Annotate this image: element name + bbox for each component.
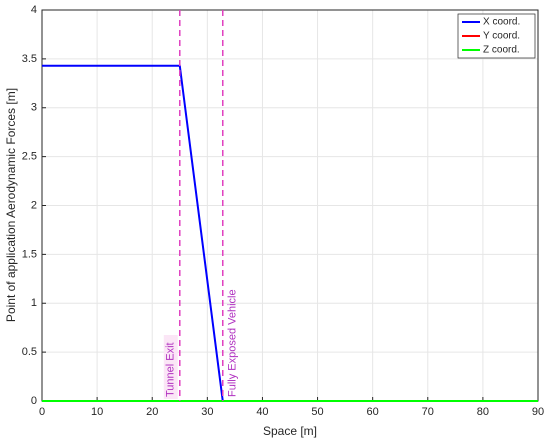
x-tick-label: 10 xyxy=(91,406,103,418)
x-tick-label: 60 xyxy=(367,406,379,418)
y-tick-label: 2 xyxy=(31,199,37,211)
y-tick-label: 1.5 xyxy=(22,248,37,260)
x-tick-label: 30 xyxy=(201,406,213,418)
x-tick-label: 90 xyxy=(532,406,544,418)
legend-label: X coord. xyxy=(483,17,520,28)
y-tick-label: 3 xyxy=(31,102,37,114)
annotation-bg xyxy=(163,335,178,399)
x-tick-label: 80 xyxy=(477,406,489,418)
annotation: Tunnel Exit xyxy=(165,342,177,397)
y-tick-label: 0 xyxy=(31,395,37,407)
y-axis-label: Point of application Aerodynamic Forces … xyxy=(4,88,18,322)
x-tick-label: 70 xyxy=(422,406,434,418)
y-tick-label: 1 xyxy=(31,297,37,309)
y-tick-label: 0.5 xyxy=(22,346,37,358)
x-tick-label: 20 xyxy=(146,406,158,418)
x-axis-label: Space [m] xyxy=(263,424,317,438)
legend-label: Z coord. xyxy=(483,45,520,56)
x-tick-label: 50 xyxy=(311,406,323,418)
y-tick-label: 2.5 xyxy=(22,151,37,163)
y-tick-label: 3.5 xyxy=(22,53,37,65)
legend-label: Y coord. xyxy=(483,31,520,42)
data-line xyxy=(42,64,538,402)
x-tick-label: 40 xyxy=(256,406,268,418)
annotation: Fully Exposed Vehicle xyxy=(227,289,239,397)
x-tick-label: 0 xyxy=(39,406,45,418)
y-tick-label: 4 xyxy=(31,4,37,16)
